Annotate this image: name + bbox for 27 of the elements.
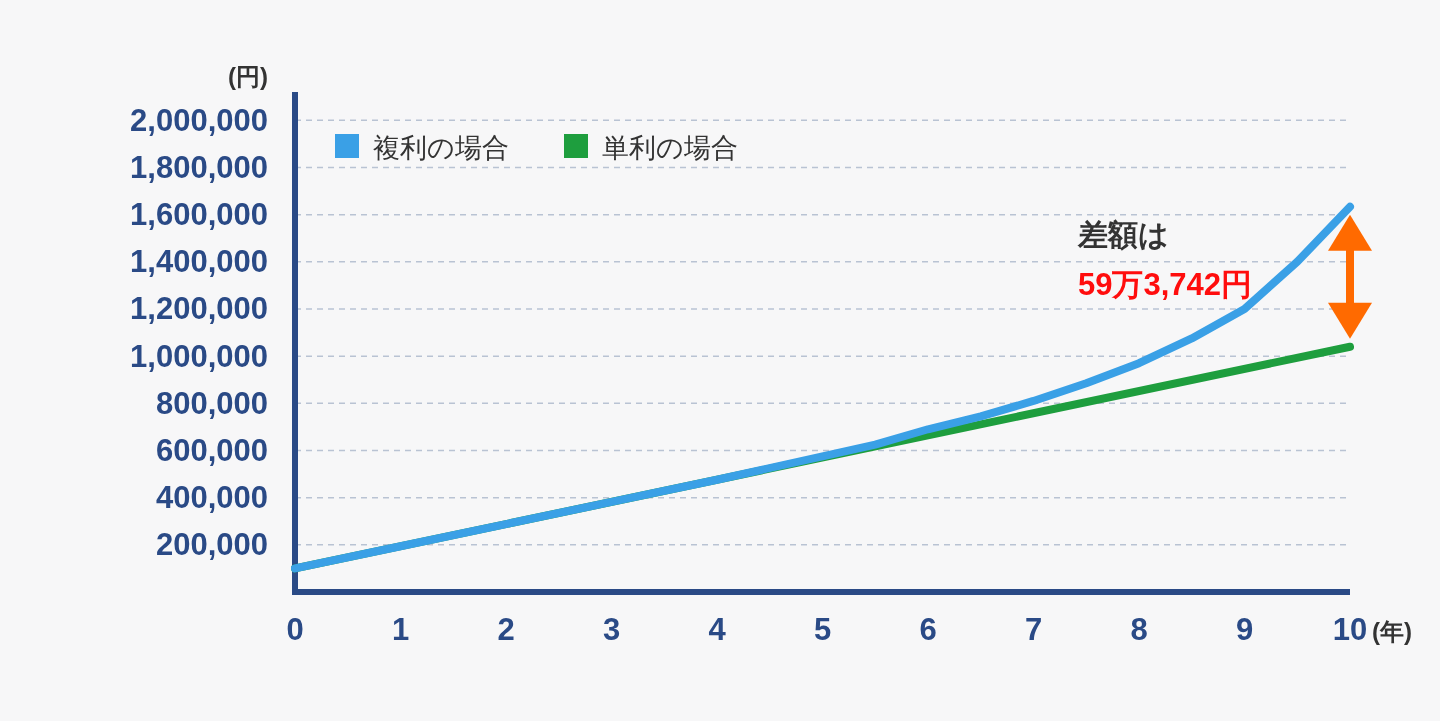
y-axis-title: (円) xyxy=(228,63,268,90)
x-tick-label: 9 xyxy=(1235,612,1254,647)
x-axis-title: (年) xyxy=(1372,618,1412,645)
x-tick-label: 3 xyxy=(602,612,621,647)
y-tick-label: 1,200,000 xyxy=(130,291,268,327)
x-tick-label: 6 xyxy=(919,612,937,647)
y-tick-label: 1,600,000 xyxy=(130,197,268,233)
y-tick-label: 200,000 xyxy=(155,527,268,563)
x-tick-label: 10 xyxy=(1332,612,1368,647)
y-tick-label: 800,000 xyxy=(155,385,268,421)
y-tick-label: 2,000,000 xyxy=(130,102,268,138)
annotation: 差額は xyxy=(1077,218,1169,251)
y-tick-label: 1,400,000 xyxy=(130,244,268,280)
legend-label: 単利の場合 xyxy=(602,133,738,163)
y-tick-label: 400,000 xyxy=(155,480,268,516)
y-tick-label: 1,800,000 xyxy=(130,149,268,185)
x-tick-label: 4 xyxy=(708,612,727,647)
legend-label: 複利の場合 xyxy=(373,133,509,163)
y-tick-label: 1,000,000 xyxy=(130,338,268,374)
x-tick-label: 0 xyxy=(286,612,304,647)
annotation: 59万3,742円 xyxy=(1078,267,1253,302)
x-tick-label: 1 xyxy=(391,612,410,647)
x-tick-label: 7 xyxy=(1024,612,1043,647)
y-tick-label: 600,000 xyxy=(155,432,268,468)
x-tick-label: 2 xyxy=(497,612,515,647)
x-tick-label: 5 xyxy=(813,612,832,647)
x-tick-label: 8 xyxy=(1130,612,1148,647)
